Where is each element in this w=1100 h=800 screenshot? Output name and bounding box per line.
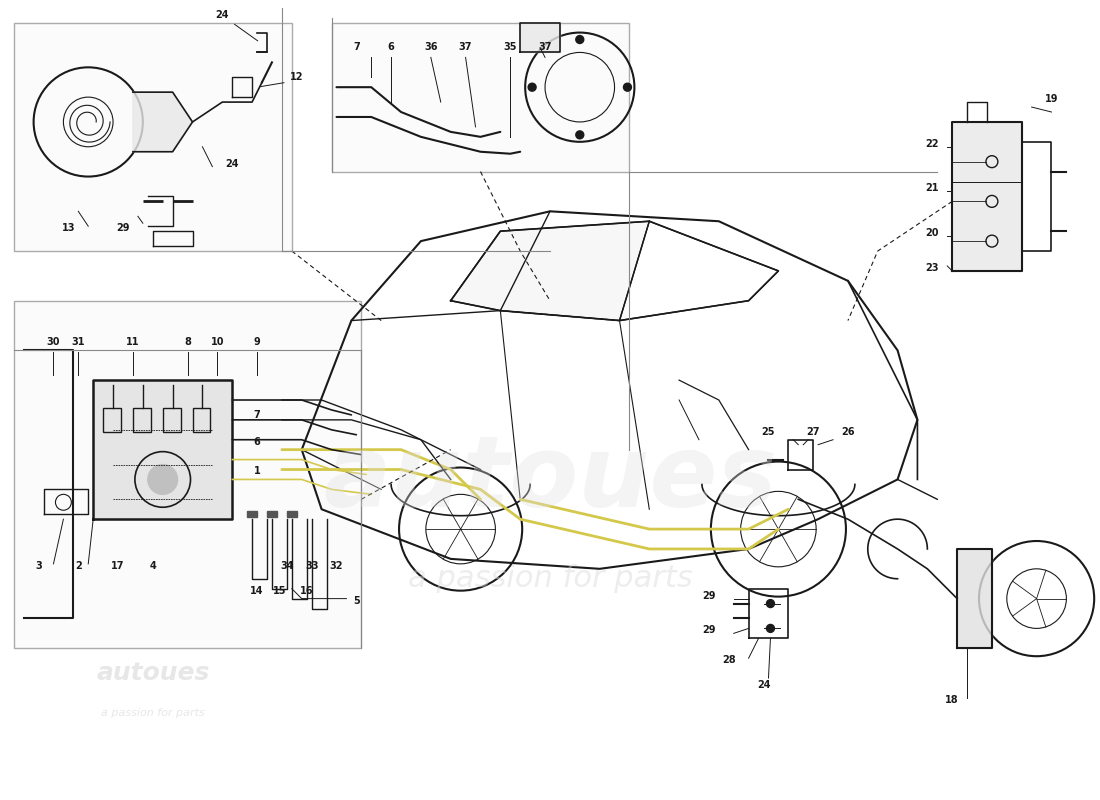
Circle shape [624, 83, 631, 91]
Text: 13: 13 [62, 223, 75, 233]
Bar [133, 408, 151, 432]
Circle shape [575, 35, 584, 43]
Text: 29: 29 [702, 626, 716, 635]
Text: 17: 17 [111, 561, 124, 571]
Text: 36: 36 [425, 42, 438, 53]
Text: 18: 18 [945, 695, 959, 705]
Text: 2: 2 [75, 561, 81, 571]
Text: 16: 16 [300, 586, 313, 596]
Bar [248, 511, 257, 517]
Text: 24: 24 [757, 680, 770, 690]
Text: 20: 20 [925, 228, 939, 238]
Text: 3: 3 [35, 561, 42, 571]
Text: 14: 14 [251, 586, 264, 596]
Circle shape [575, 131, 584, 139]
Bar [192, 408, 210, 432]
Polygon shape [957, 549, 992, 648]
Text: 33: 33 [305, 561, 318, 571]
Text: 30: 30 [46, 338, 60, 347]
Text: 4: 4 [150, 561, 156, 571]
Text: 5: 5 [353, 595, 360, 606]
Bar [163, 408, 180, 432]
Text: 24: 24 [226, 158, 239, 169]
Text: 29: 29 [702, 590, 716, 601]
Text: 28: 28 [722, 655, 736, 665]
Text: 7: 7 [353, 42, 360, 53]
Text: 8: 8 [184, 338, 191, 347]
Text: 37: 37 [459, 42, 472, 53]
Text: 34: 34 [280, 561, 294, 571]
Text: 25: 25 [761, 426, 776, 437]
Circle shape [767, 625, 774, 632]
Polygon shape [451, 222, 649, 321]
Text: 19: 19 [1045, 94, 1058, 104]
Text: 6: 6 [387, 42, 395, 53]
Text: 10: 10 [210, 338, 224, 347]
Text: 26: 26 [842, 426, 855, 437]
Text: 32: 32 [330, 561, 343, 571]
Polygon shape [133, 92, 192, 152]
Text: 15: 15 [273, 586, 287, 596]
Text: 21: 21 [925, 183, 939, 194]
Text: 7: 7 [254, 410, 261, 420]
Bar [267, 511, 277, 517]
Text: autoues: autoues [96, 661, 209, 685]
Text: 12: 12 [290, 72, 304, 82]
Text: 37: 37 [538, 42, 552, 53]
Circle shape [147, 465, 177, 494]
Text: 29: 29 [117, 223, 130, 233]
Circle shape [767, 600, 774, 607]
FancyBboxPatch shape [331, 22, 629, 171]
Text: autoues: autoues [323, 431, 777, 528]
Text: 35: 35 [504, 42, 517, 53]
Bar [287, 511, 297, 517]
Text: 22: 22 [925, 138, 939, 149]
Circle shape [528, 83, 536, 91]
Text: 11: 11 [126, 338, 140, 347]
Text: 24: 24 [216, 10, 229, 20]
Text: 9: 9 [254, 338, 261, 347]
Text: a passion for parts: a passion for parts [408, 564, 692, 594]
Text: 1: 1 [254, 466, 261, 477]
FancyBboxPatch shape [14, 22, 292, 251]
Polygon shape [94, 380, 232, 519]
Text: 23: 23 [925, 263, 939, 273]
Text: 27: 27 [806, 426, 820, 437]
Bar [103, 408, 121, 432]
Text: 31: 31 [72, 338, 85, 347]
Polygon shape [520, 22, 560, 53]
Polygon shape [953, 122, 1022, 271]
Text: 6: 6 [254, 437, 261, 446]
Text: a passion for parts: a passion for parts [101, 708, 205, 718]
FancyBboxPatch shape [14, 301, 361, 648]
